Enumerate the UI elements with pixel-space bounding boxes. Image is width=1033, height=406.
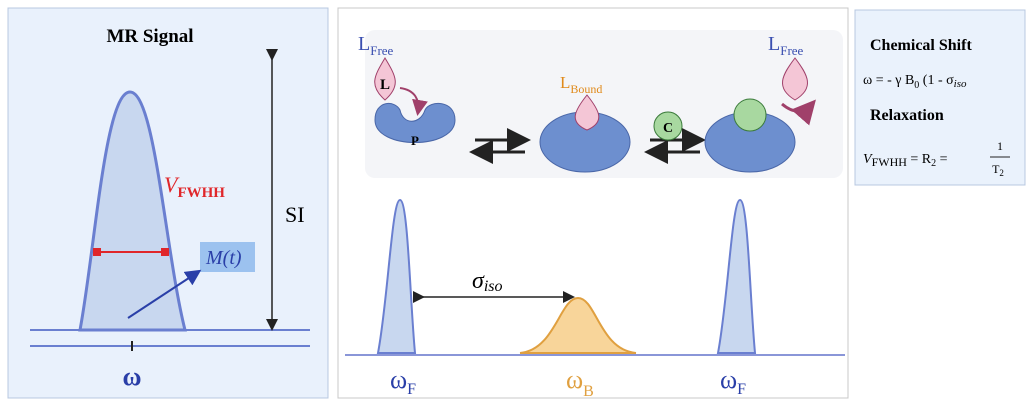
text-part: ω = - γ B <box>863 73 914 88</box>
panel-title: MR Signal <box>106 26 193 47</box>
text-part: L <box>768 33 780 55</box>
text-part: F <box>737 381 746 398</box>
ligand-symbol: L <box>380 77 390 93</box>
text-part: iso <box>954 78 967 90</box>
text-part: Free <box>780 43 803 58</box>
text-part: FWHH <box>177 185 225 201</box>
text-part: (1 - σ <box>919 73 954 88</box>
text-part: 2 <box>999 168 1004 178</box>
competitor <box>734 99 766 131</box>
marker <box>161 248 169 256</box>
figure: MR Signal VFWHH SI M(t) ω LFree L P LBou… <box>0 0 1033 401</box>
section-heading: Relaxation <box>870 107 944 124</box>
intensity-label: SI <box>285 202 305 227</box>
protein-symbol: P <box>411 133 419 148</box>
text-part: iso <box>484 278 503 295</box>
text-part: L <box>358 33 370 55</box>
fraction-numerator: 1 <box>997 139 1003 153</box>
text-part: F <box>407 381 416 398</box>
text-part: Free <box>370 43 393 58</box>
marker <box>93 248 101 256</box>
magnetization-label: M(t) <box>205 247 242 269</box>
text-part: B <box>583 383 594 400</box>
text-part: = <box>936 152 948 167</box>
text-part: L <box>560 73 570 92</box>
text-part: = R <box>907 152 932 167</box>
text-part: ω <box>720 365 737 394</box>
text-part: FWHH <box>872 155 908 169</box>
competitor-symbol: C <box>663 121 673 136</box>
text-part: ω <box>390 365 407 394</box>
left-panel <box>8 8 328 398</box>
text-part: ω <box>566 365 583 394</box>
frequency-label: ω <box>122 362 141 391</box>
section-heading: Chemical Shift <box>870 37 972 54</box>
text-part: Bound <box>570 82 602 96</box>
